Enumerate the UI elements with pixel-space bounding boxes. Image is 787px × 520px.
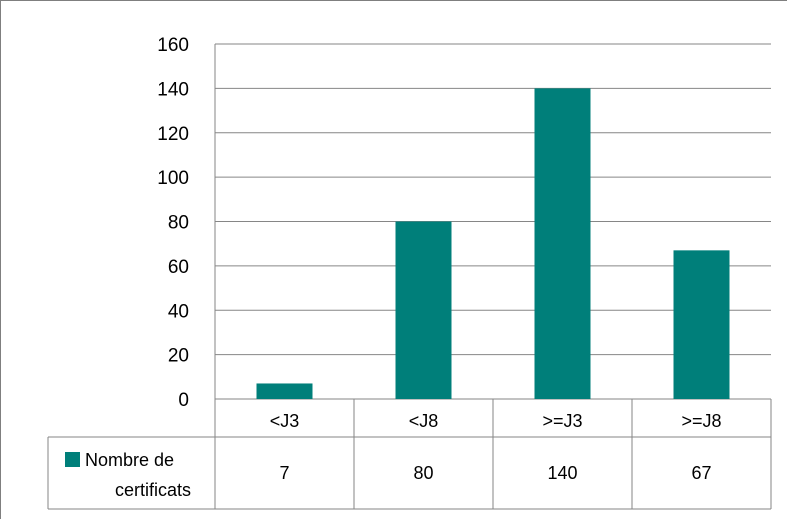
category-label: <J3: [270, 411, 300, 431]
y-tick-label: 80: [168, 213, 189, 234]
bar: [256, 383, 313, 399]
bar: [673, 250, 730, 399]
legend-label: Nombre de: [85, 450, 174, 470]
legend-swatch: [65, 452, 80, 467]
data-table: <J3 <J8 >=J3 >=J8 7 80 140 67 Nombre de certifica…: [47, 399, 772, 510]
y-tick-label: 100: [157, 168, 189, 189]
data-label: 140: [547, 463, 577, 483]
y-tick-label: 0: [178, 390, 189, 411]
y-tick-label: 20: [168, 346, 189, 367]
gridlines: [214, 43, 771, 400]
data-label: 80: [413, 463, 433, 483]
category-label: >=J3: [542, 411, 582, 431]
category-label: >=J8: [681, 411, 721, 431]
bar: [395, 221, 452, 399]
data-label: 7: [279, 463, 289, 483]
y-tick-label: 120: [157, 124, 189, 145]
y-tick-label: 140: [157, 79, 189, 100]
data-label: 67: [691, 463, 711, 483]
y-tick-label: 40: [168, 301, 189, 322]
y-axis-ticks: 0 20 40 60 80 100 120 140 160: [157, 35, 189, 411]
category-label: <J8: [409, 411, 439, 431]
bars: [256, 88, 730, 399]
legend-label: certificats: [115, 480, 191, 500]
y-tick-label: 160: [157, 35, 189, 56]
bar: [534, 88, 591, 399]
y-tick-label: 60: [168, 257, 189, 278]
